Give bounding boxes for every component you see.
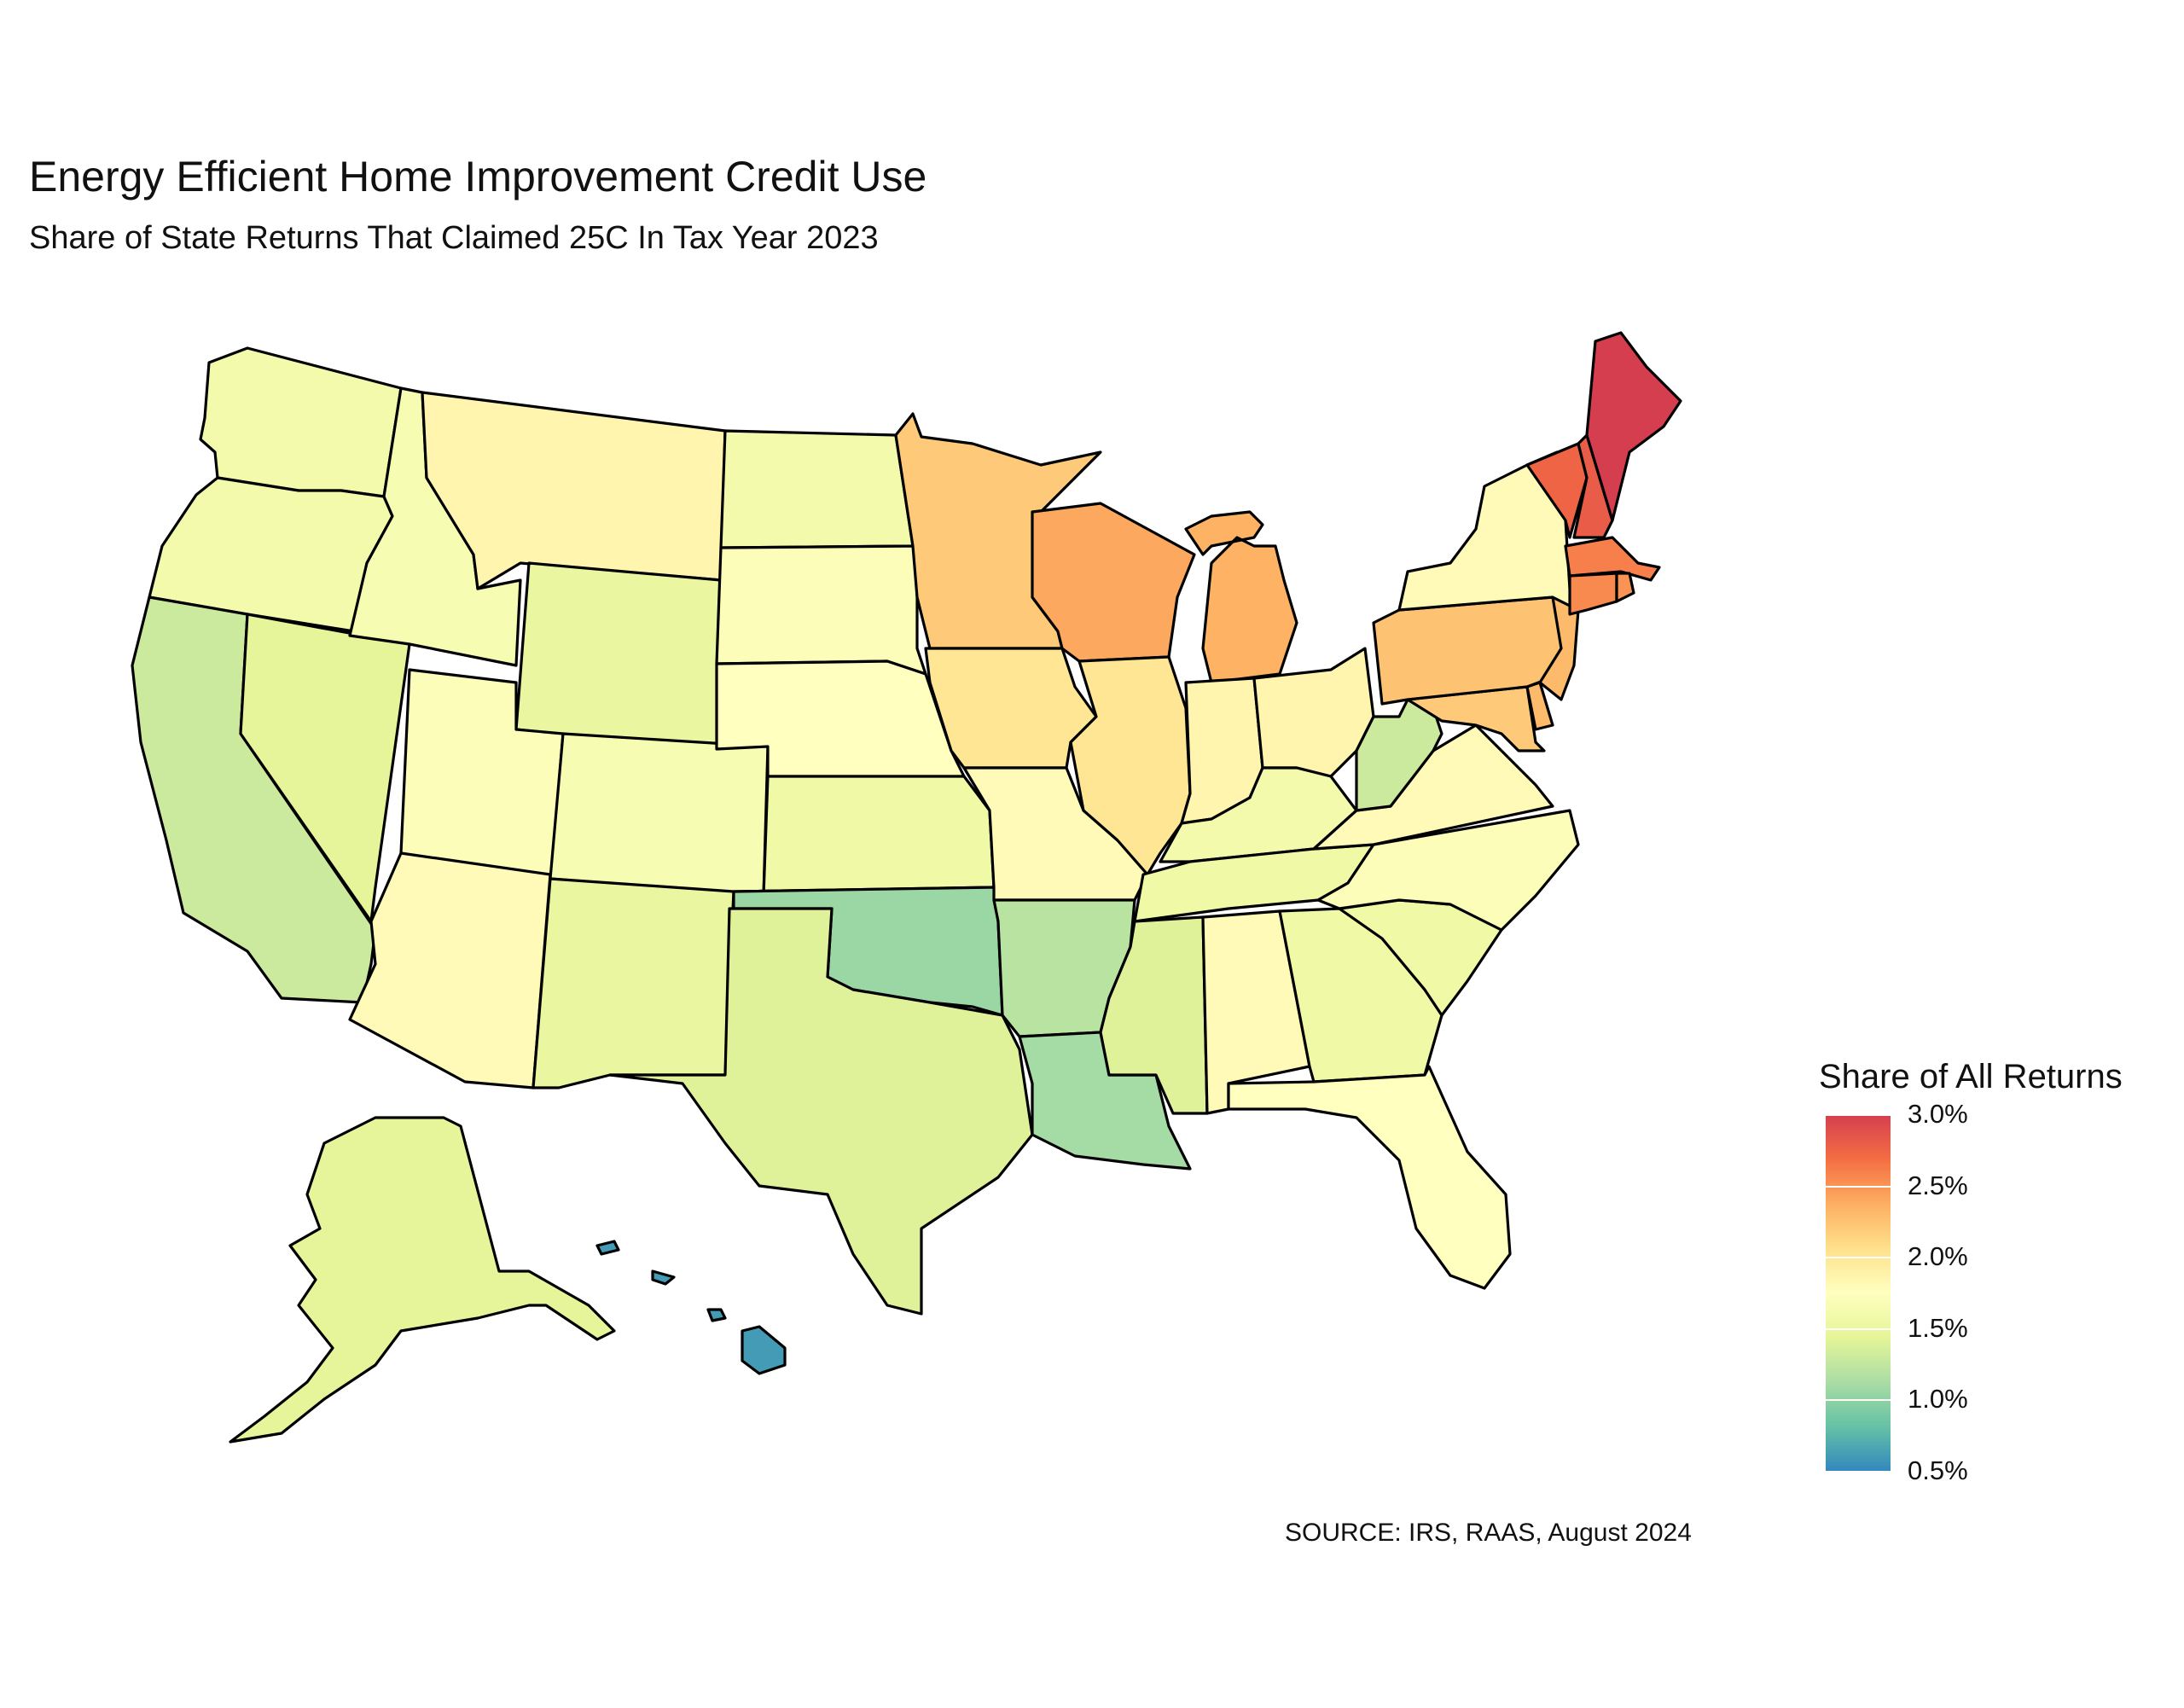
state-ky[interactable] xyxy=(1159,766,1358,863)
state-wy[interactable] xyxy=(514,561,723,752)
state-ia[interactable] xyxy=(924,647,1098,770)
legend-tick-label: 1.5% xyxy=(1908,1312,1968,1343)
state-co[interactable] xyxy=(549,732,770,898)
state-me[interactable] xyxy=(1585,331,1682,522)
state-hi[interactable] xyxy=(595,1240,787,1375)
legend-tick-label: 2.5% xyxy=(1908,1170,1968,1200)
map-title: Energy Efficient Home Improvement Credit… xyxy=(29,153,927,200)
legend-tick xyxy=(1826,1471,1891,1473)
state-ks[interactable] xyxy=(732,775,996,898)
state-nm[interactable] xyxy=(531,877,735,1089)
legend-tick xyxy=(1826,1327,1891,1330)
state-tx[interactable] xyxy=(608,907,1034,1316)
legend-colorbar xyxy=(1826,1114,1891,1471)
legend-title: Share of All Returns xyxy=(1819,1058,2123,1095)
legend-tick-label: 1.0% xyxy=(1908,1384,1968,1415)
state-ri[interactable] xyxy=(1615,572,1635,603)
state-ak[interactable] xyxy=(229,1116,616,1444)
state-vt[interactable] xyxy=(1525,442,1589,539)
state-az[interactable] xyxy=(348,851,552,1089)
legend-tick-label: 0.5% xyxy=(1908,1455,1968,1485)
state-sd[interactable] xyxy=(715,544,927,676)
state-nd[interactable] xyxy=(719,429,915,549)
legend-tick-label: 2.0% xyxy=(1908,1241,1968,1272)
state-fl[interactable] xyxy=(1227,1065,1512,1290)
state-wv[interactable] xyxy=(1355,698,1443,812)
state-nc[interactable] xyxy=(1316,809,1580,932)
legend-tick xyxy=(1826,1399,1891,1402)
legend-tick xyxy=(1826,1185,1891,1188)
state-wa[interactable] xyxy=(199,346,403,498)
state-ct[interactable] xyxy=(1568,572,1618,616)
legend-tick xyxy=(1826,1257,1891,1259)
state-il[interactable] xyxy=(1069,655,1192,876)
state-mi[interactable] xyxy=(1184,510,1298,684)
color-legend: Share of All Returns 3.0% 2.5% 2.0% 1.5% 1.0… xyxy=(1819,1058,2177,1502)
legend-tick-label: 3.0% xyxy=(1908,1099,1968,1129)
map-subtitle: Share of State Returns That Claimed 25C … xyxy=(29,220,879,256)
source-note: SOURCE: IRS, RAAS, August 2024 xyxy=(1285,1519,1692,1547)
legend-tick xyxy=(1826,1114,1891,1116)
